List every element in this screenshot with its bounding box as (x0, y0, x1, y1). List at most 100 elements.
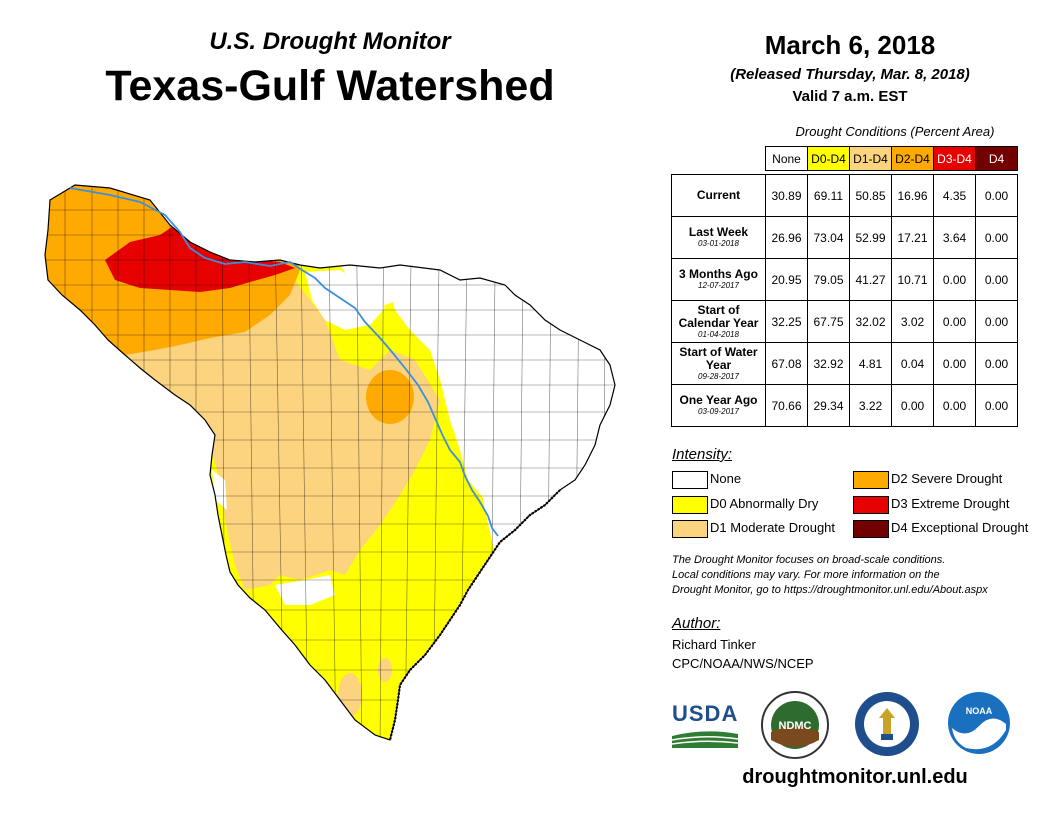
table-corner (672, 147, 766, 171)
table-row: 3 Months Ago 12-07-2017 20.95 79.05 41.27… (671, 258, 1018, 301)
row-date: 12-07-2017 (698, 281, 739, 290)
legend-label: D3 Extreme Drought (891, 496, 1010, 511)
legend-label: D0 Abnormally Dry (710, 496, 819, 511)
cell-value: 29.34 (807, 384, 850, 427)
table-caption: Drought Conditions (Percent Area) (795, 124, 995, 139)
cell-value: 0.00 (933, 342, 976, 385)
row-label-text: Current (696, 188, 741, 202)
row-label-text: One Year Ago (679, 393, 758, 407)
cell-value: 67.08 (765, 342, 808, 385)
cell-value: 26.96 (765, 216, 808, 259)
cell-value: 4.81 (849, 342, 892, 385)
d3-region (105, 225, 295, 292)
author-name: Richard Tinker (672, 637, 756, 652)
cell-value: 0.00 (975, 216, 1018, 259)
legend-label: D1 Moderate Drought (710, 520, 836, 535)
map-date: March 6, 2018 (764, 30, 936, 60)
legend-label: None (710, 471, 742, 486)
cell-value: 32.02 (849, 300, 892, 343)
ndmc-logo: NDMC (761, 691, 829, 759)
noaa-logo: NOAA (948, 692, 1010, 754)
usda-landscape-icon (671, 726, 739, 748)
cell-value: 0.00 (933, 300, 976, 343)
row-label: 3 Months Ago 12-07-2017 (671, 258, 766, 301)
cell-value: 32.25 (765, 300, 808, 343)
d2-pocket (366, 370, 414, 424)
cell-value: 0.00 (975, 174, 1018, 217)
coastline (388, 489, 561, 741)
legend-title: Intensity: (672, 446, 733, 463)
cell-value: 0.00 (975, 258, 1018, 301)
table-row: One Year Ago 03-09-2017 70.66 29.34 3.22 … (671, 384, 1018, 427)
map-subtitle: U.S. Drought Monitor (209, 28, 451, 55)
cell-value: 0.00 (933, 258, 976, 301)
row-label: One Year Ago 03-09-2017 (671, 384, 766, 427)
none-region-south (275, 575, 335, 605)
none-region-east (390, 275, 615, 535)
row-date: 09-28-2017 (698, 371, 739, 381)
row-date: 01-04-2018 (698, 329, 739, 339)
legend-swatch (853, 471, 889, 489)
cell-value: 16.96 (891, 174, 934, 217)
table-row: Last Week 03-01-2018 26.96 73.04 52.99 17… (671, 216, 1018, 259)
legend-swatch (853, 520, 889, 538)
release-date: (Released Thursday, Mar. 8, 2018) (730, 66, 970, 83)
col-header-d3-d4: D3-D4 (933, 146, 976, 171)
cell-value: 20.95 (765, 258, 808, 301)
cell-value: 17.21 (891, 216, 934, 259)
col-header-d1-d4: D1-D4 (849, 146, 892, 171)
author-org: CPC/NOAA/NWS/NCEP (672, 656, 814, 671)
table-row: Current 30.89 69.11 50.85 16.96 4.35 0.0… (671, 174, 1018, 217)
ndmc-logo-text: NDMC (779, 720, 812, 732)
row-label-text: Start of Calendar Year (678, 302, 759, 330)
row-label-text: Last Week (688, 225, 749, 239)
cell-value: 4.35 (933, 174, 976, 217)
col-header-d4: D4 (975, 146, 1018, 171)
row-date: 03-09-2017 (698, 407, 739, 416)
cell-value: 52.99 (849, 216, 892, 259)
cell-value: 73.04 (807, 216, 850, 259)
map-title: Texas-Gulf Watershed (105, 62, 555, 110)
row-label-text: 3 Months Ago (679, 267, 758, 281)
legend-swatch (672, 471, 708, 489)
col-header-d2-d4: D2-D4 (891, 146, 934, 171)
row-label: Current (671, 174, 766, 217)
row-date: 03-01-2018 (698, 239, 739, 248)
disclaimer-note: The Drought Monitor focuses on broad-sca… (672, 553, 1042, 598)
cell-value: 79.05 (807, 258, 850, 301)
noaa-logo-text: NOAA (966, 706, 993, 716)
cell-value: 3.02 (891, 300, 934, 343)
cell-value: 0.04 (891, 342, 934, 385)
cell-value: 3.64 (933, 216, 976, 259)
cell-value: 70.66 (765, 384, 808, 427)
river (69, 187, 499, 537)
author-title: Author: (672, 615, 721, 632)
valid-time: Valid 7 a.m. EST (792, 88, 908, 105)
cell-value: 69.11 (807, 174, 850, 217)
cell-value: 30.89 (765, 174, 808, 217)
cell-value: 0.00 (975, 300, 1018, 343)
usda-logo-text: USDA (672, 701, 739, 726)
col-header-d0-d4: D0-D4 (807, 146, 850, 171)
cell-value: 10.71 (891, 258, 934, 301)
usda-logo: USDA (671, 701, 739, 750)
website-link[interactable]: droughtmonitor.unl.edu (742, 766, 968, 788)
legend-swatch (853, 496, 889, 514)
cell-value: 0.00 (933, 384, 976, 427)
legend-swatch (672, 496, 708, 514)
legend-swatch (672, 520, 708, 538)
cell-value: 32.92 (807, 342, 850, 385)
row-label: Start of Calendar Year 01-04-2018 (671, 300, 766, 343)
table-row: Start of Water Year 09-28-2017 67.08 32.9… (671, 342, 1018, 385)
note-line[interactable]: Drought Monitor, go to https://droughtmo… (672, 584, 988, 596)
cell-value: 67.75 (807, 300, 850, 343)
cell-value: 41.27 (849, 258, 892, 301)
table-row: Start of Calendar Year 01-04-2018 32.25 6… (671, 300, 1018, 343)
watershed-map (44, 184, 616, 741)
cell-value: 3.22 (849, 384, 892, 427)
col-header-none: None (765, 146, 808, 171)
row-label: Start of Water Year 09-28-2017 (671, 342, 766, 385)
cell-value: 50.85 (849, 174, 892, 217)
cell-value: 0.00 (891, 384, 934, 427)
note-line: Local conditions may vary. For more info… (672, 569, 940, 581)
